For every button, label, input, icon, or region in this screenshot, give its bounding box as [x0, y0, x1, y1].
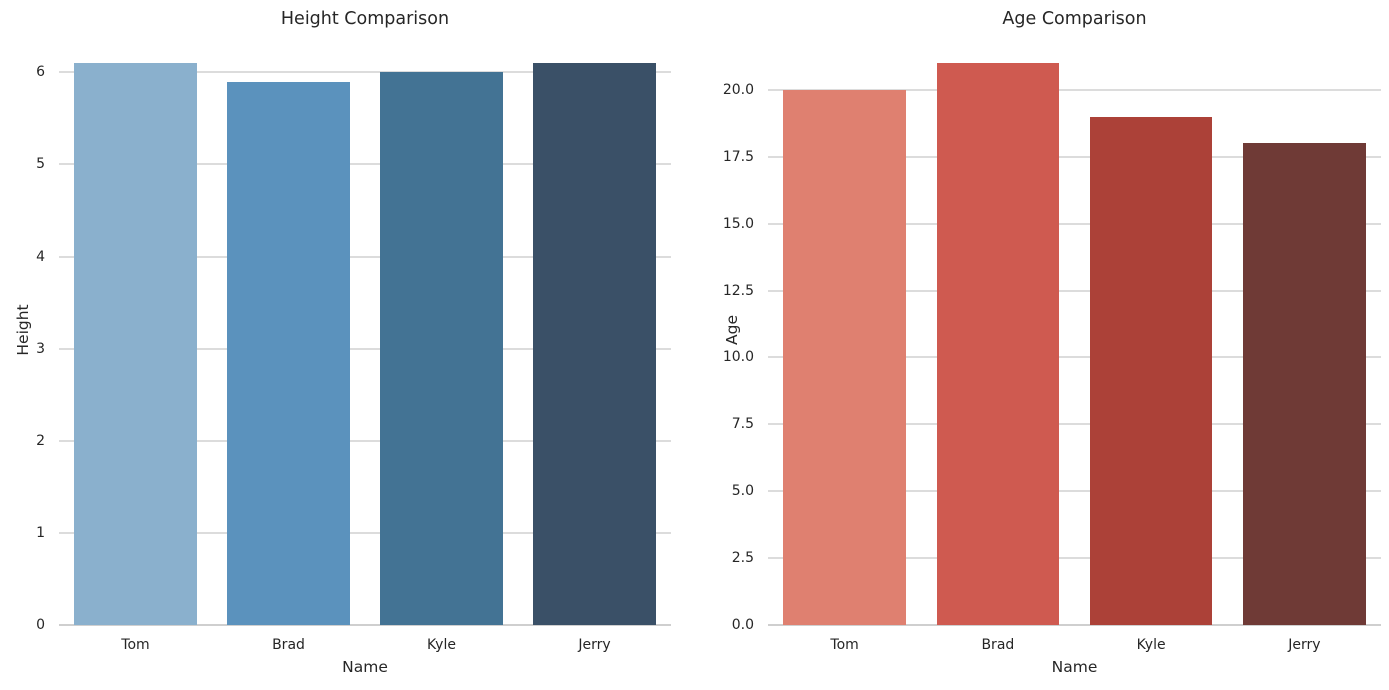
plot-area — [768, 35, 1381, 626]
y-tick-label-17.5: 17.5 — [722, 148, 754, 165]
gridline-y-3 — [59, 347, 671, 350]
x-tick-label-tom: Tom — [121, 637, 150, 653]
y-axis-label: Age — [723, 315, 741, 345]
gridline-y-15 — [768, 222, 1381, 225]
y-tick-label-15.0: 15.0 — [722, 215, 754, 232]
y-tick-label-2: 2 — [36, 432, 45, 449]
gridline-y-2 — [59, 439, 671, 442]
gridline-y-1 — [59, 531, 671, 534]
y-tick-label-4: 4 — [36, 248, 45, 265]
x-axis-label: Name — [1051, 658, 1098, 676]
gridline-y-7.5 — [768, 423, 1381, 426]
bar-kyle — [1089, 116, 1213, 625]
x-tick-label-kyle: Kyle — [427, 637, 456, 653]
y-tick-label-12.5: 12.5 — [722, 282, 754, 299]
y-tick-label-1: 1 — [36, 524, 45, 541]
bar-jerry — [1243, 143, 1366, 625]
gridline-y-6 — [59, 71, 671, 74]
bar-jerry — [533, 63, 656, 625]
bar-kyle — [380, 72, 503, 625]
x-tick-label-jerry: Jerry — [578, 637, 611, 653]
chart-title: Age Comparison — [1002, 9, 1147, 29]
x-axis-line — [768, 624, 1381, 626]
x-tick-label-jerry: Jerry — [1288, 637, 1321, 653]
x-tick-label-tom: Tom — [830, 637, 859, 653]
gridline-y-5 — [59, 163, 671, 166]
bar-brad — [936, 63, 1060, 625]
y-tick-label-0.0: 0.0 — [731, 617, 754, 633]
y-tick-label-0: 0 — [36, 617, 45, 633]
gridline-y-20 — [768, 88, 1381, 91]
gridline-y-5 — [768, 490, 1381, 493]
gridline-y-2.5 — [768, 557, 1381, 560]
x-tick-label-brad: Brad — [272, 637, 305, 653]
gridline-y-4 — [59, 255, 671, 258]
y-tick-label-2.5: 2.5 — [731, 550, 754, 567]
y-tick-label-5: 5 — [36, 156, 45, 173]
bar-tom — [74, 63, 197, 625]
y-tick-label-10.0: 10.0 — [722, 349, 754, 366]
x-tick-label-kyle: Kyle — [1136, 637, 1166, 653]
bar-brad — [227, 81, 350, 625]
gridline-y-10 — [768, 356, 1381, 359]
gridline-y-12.5 — [768, 289, 1381, 292]
x-axis-label: Name — [342, 658, 388, 676]
bar-tom — [783, 89, 906, 625]
x-tick-label-brad: Brad — [981, 637, 1015, 653]
gridline-y-17.5 — [768, 155, 1381, 158]
y-tick-label-5.0: 5.0 — [731, 483, 754, 500]
y-tick-label-3: 3 — [36, 340, 45, 357]
chart-title: Height Comparison — [280, 9, 450, 29]
y-tick-label-6: 6 — [36, 64, 45, 81]
plot-area — [59, 35, 671, 626]
x-axis-line — [59, 624, 671, 626]
y-tick-label-20.0: 20.0 — [722, 81, 754, 98]
y-tick-label-7.5: 7.5 — [731, 416, 754, 433]
